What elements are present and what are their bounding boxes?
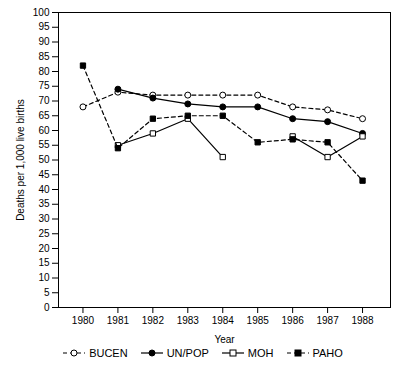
svg-text:1984: 1984 xyxy=(212,315,235,326)
svg-text:40: 40 xyxy=(38,184,50,195)
svg-text:20: 20 xyxy=(38,243,50,254)
svg-text:1986: 1986 xyxy=(282,315,305,326)
svg-text:30: 30 xyxy=(38,213,50,224)
svg-text:45: 45 xyxy=(38,169,50,180)
svg-text:90: 90 xyxy=(38,36,50,47)
html-text:MOH: MOH xyxy=(247,347,274,359)
svg-text:1982: 1982 xyxy=(142,315,165,326)
svg-text:1981: 1981 xyxy=(107,315,130,326)
svg-text:1985: 1985 xyxy=(247,315,270,326)
svg-text:1983: 1983 xyxy=(177,315,200,326)
svg-text:50: 50 xyxy=(38,154,50,165)
svg-text:55: 55 xyxy=(38,139,50,150)
svg-text:35: 35 xyxy=(38,198,50,209)
svg-text:1987: 1987 xyxy=(316,315,339,326)
svg-text:85: 85 xyxy=(38,51,50,62)
html-text:BUCEN: BUCEN xyxy=(89,347,128,359)
svg-text:95: 95 xyxy=(38,21,50,32)
svg-text:0: 0 xyxy=(44,302,50,313)
svg-text:25: 25 xyxy=(38,228,50,239)
svg-text:Deaths per 1,000 live births: Deaths per 1,000 live births xyxy=(15,99,26,221)
svg-text:80: 80 xyxy=(38,66,50,77)
svg-text:1980: 1980 xyxy=(72,315,95,326)
svg-text:100: 100 xyxy=(33,7,50,18)
html-text:PAHO: PAHO xyxy=(312,347,343,359)
svg-text:75: 75 xyxy=(38,80,50,91)
svg-text:65: 65 xyxy=(38,110,50,121)
svg-text:15: 15 xyxy=(38,257,50,268)
svg-text:1988: 1988 xyxy=(351,315,374,326)
svg-text:70: 70 xyxy=(38,95,50,106)
svg-text:5: 5 xyxy=(44,287,50,298)
html-text:UN/POP: UN/POP xyxy=(166,347,209,359)
svg-text:10: 10 xyxy=(38,272,50,283)
svg-text:Year: Year xyxy=(214,334,235,345)
svg-text:60: 60 xyxy=(38,125,50,136)
